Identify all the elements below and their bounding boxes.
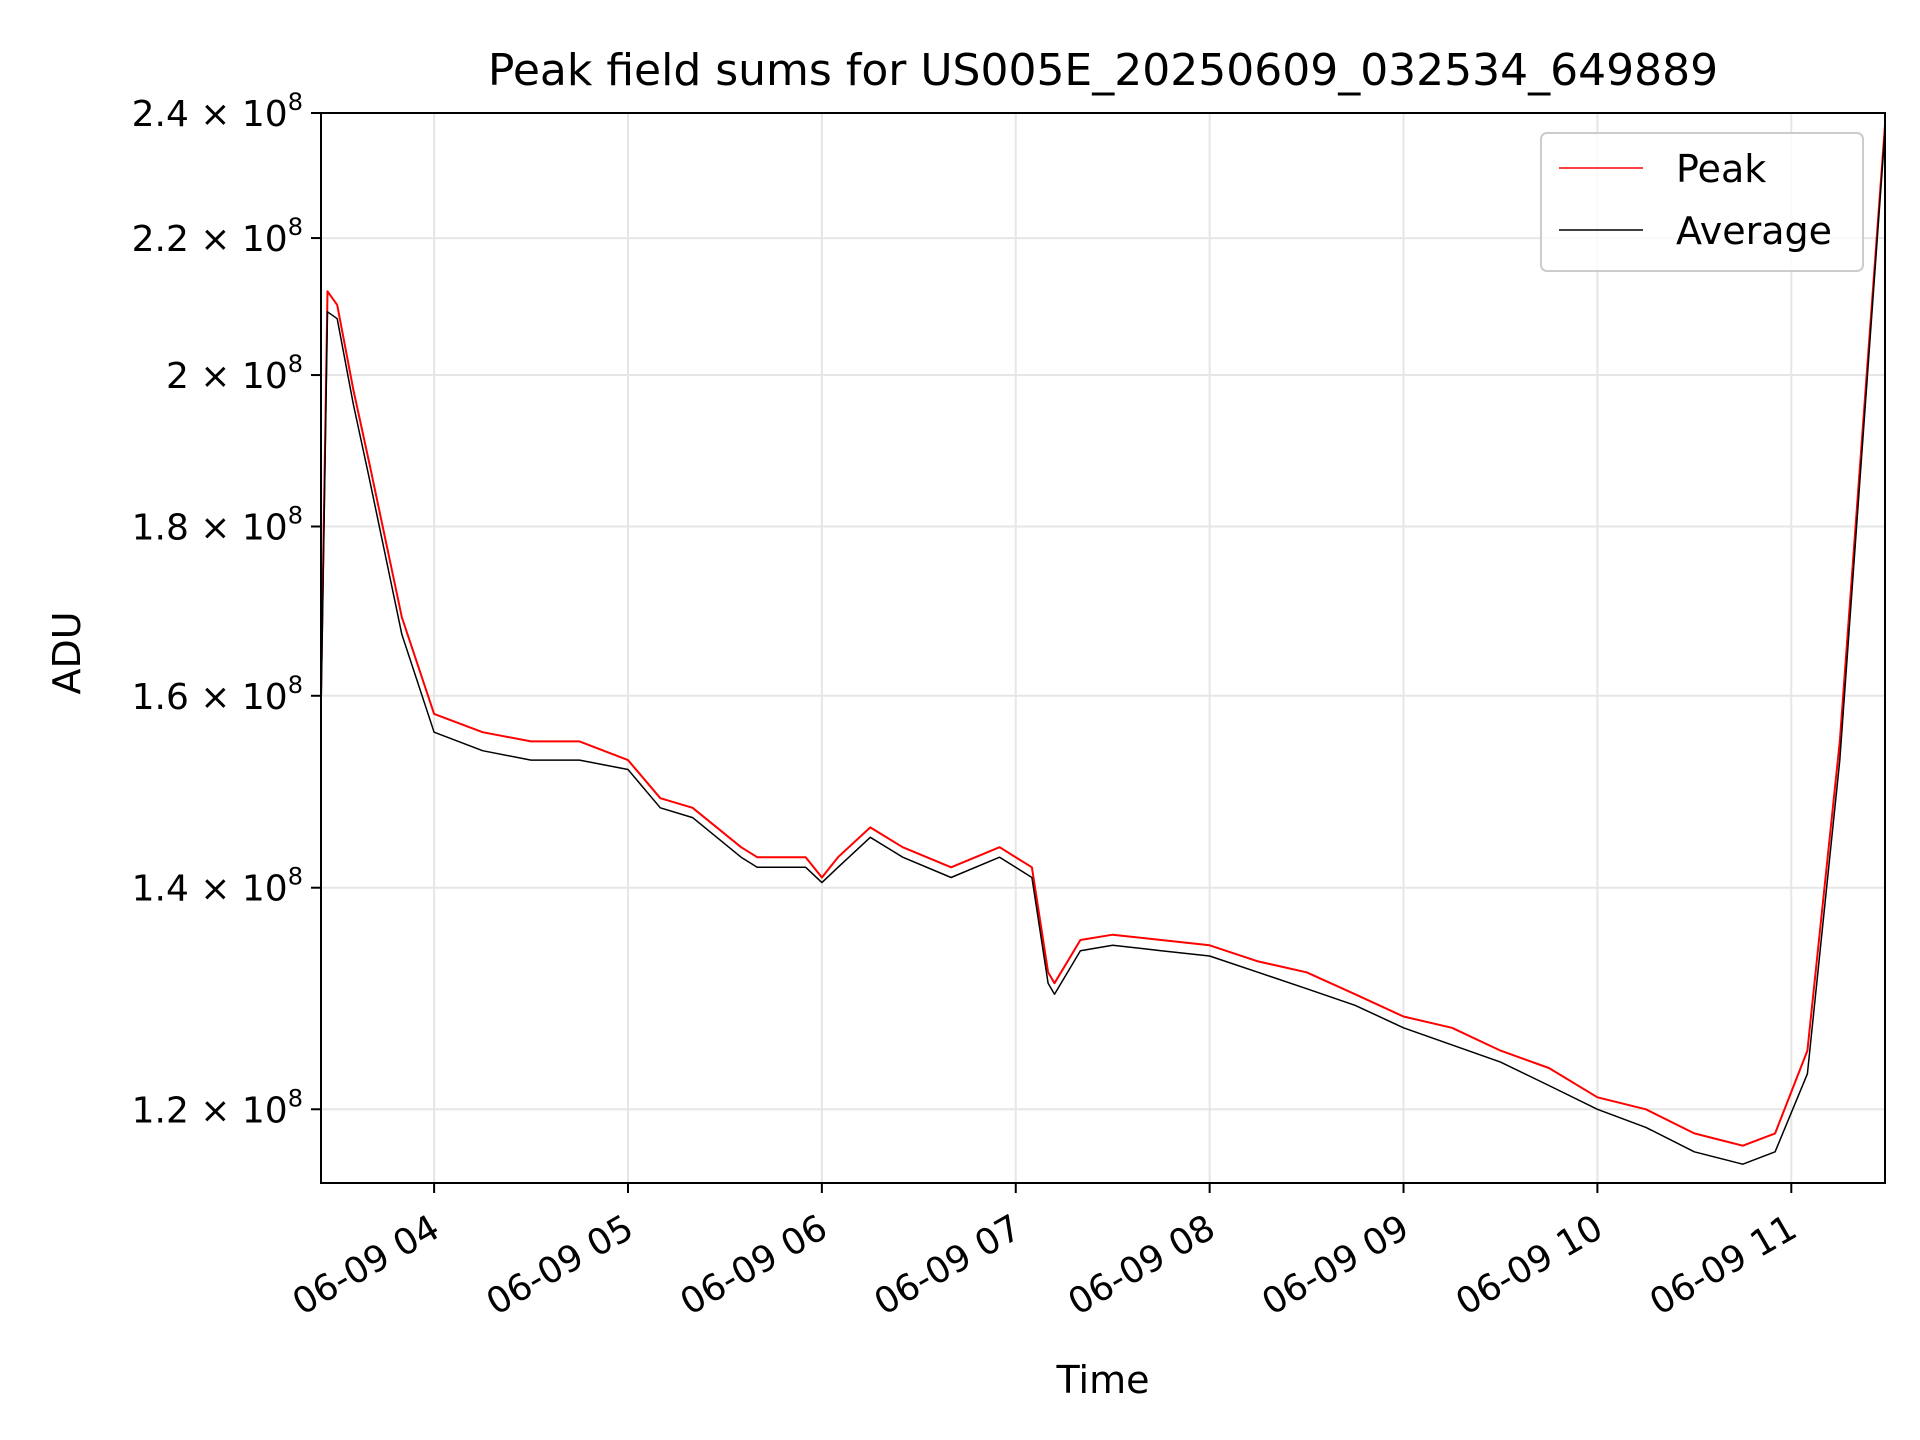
- series-layer: [320, 124, 1886, 1165]
- legend-peak-label: Peak: [1676, 147, 1766, 191]
- y-tick-label: 2.2 × 108: [132, 213, 303, 260]
- y-tick-label: 1.4 × 108: [132, 863, 303, 910]
- x-axis-label: Time: [1056, 1358, 1150, 1402]
- chart-title: Peak field sums for US005E_20250609_0325…: [488, 45, 1718, 96]
- y-tick-label: 1.6 × 108: [132, 671, 303, 718]
- plot-frame: [320, 112, 1886, 1184]
- y-tick-label: 2.4 × 108: [132, 88, 303, 135]
- legend: Peak Average: [1540, 132, 1864, 272]
- axes: [320, 112, 1886, 1184]
- series-line-average: [320, 131, 1886, 1165]
- series-line-peak: [320, 124, 1886, 1147]
- legend-average-label: Average: [1676, 209, 1832, 253]
- y-axis-label: ADU: [45, 611, 89, 694]
- y-tick-label: 2 × 108: [166, 350, 303, 397]
- y-tick-label: 1.2 × 108: [132, 1084, 303, 1131]
- y-tick-label: 1.8 × 108: [132, 501, 303, 548]
